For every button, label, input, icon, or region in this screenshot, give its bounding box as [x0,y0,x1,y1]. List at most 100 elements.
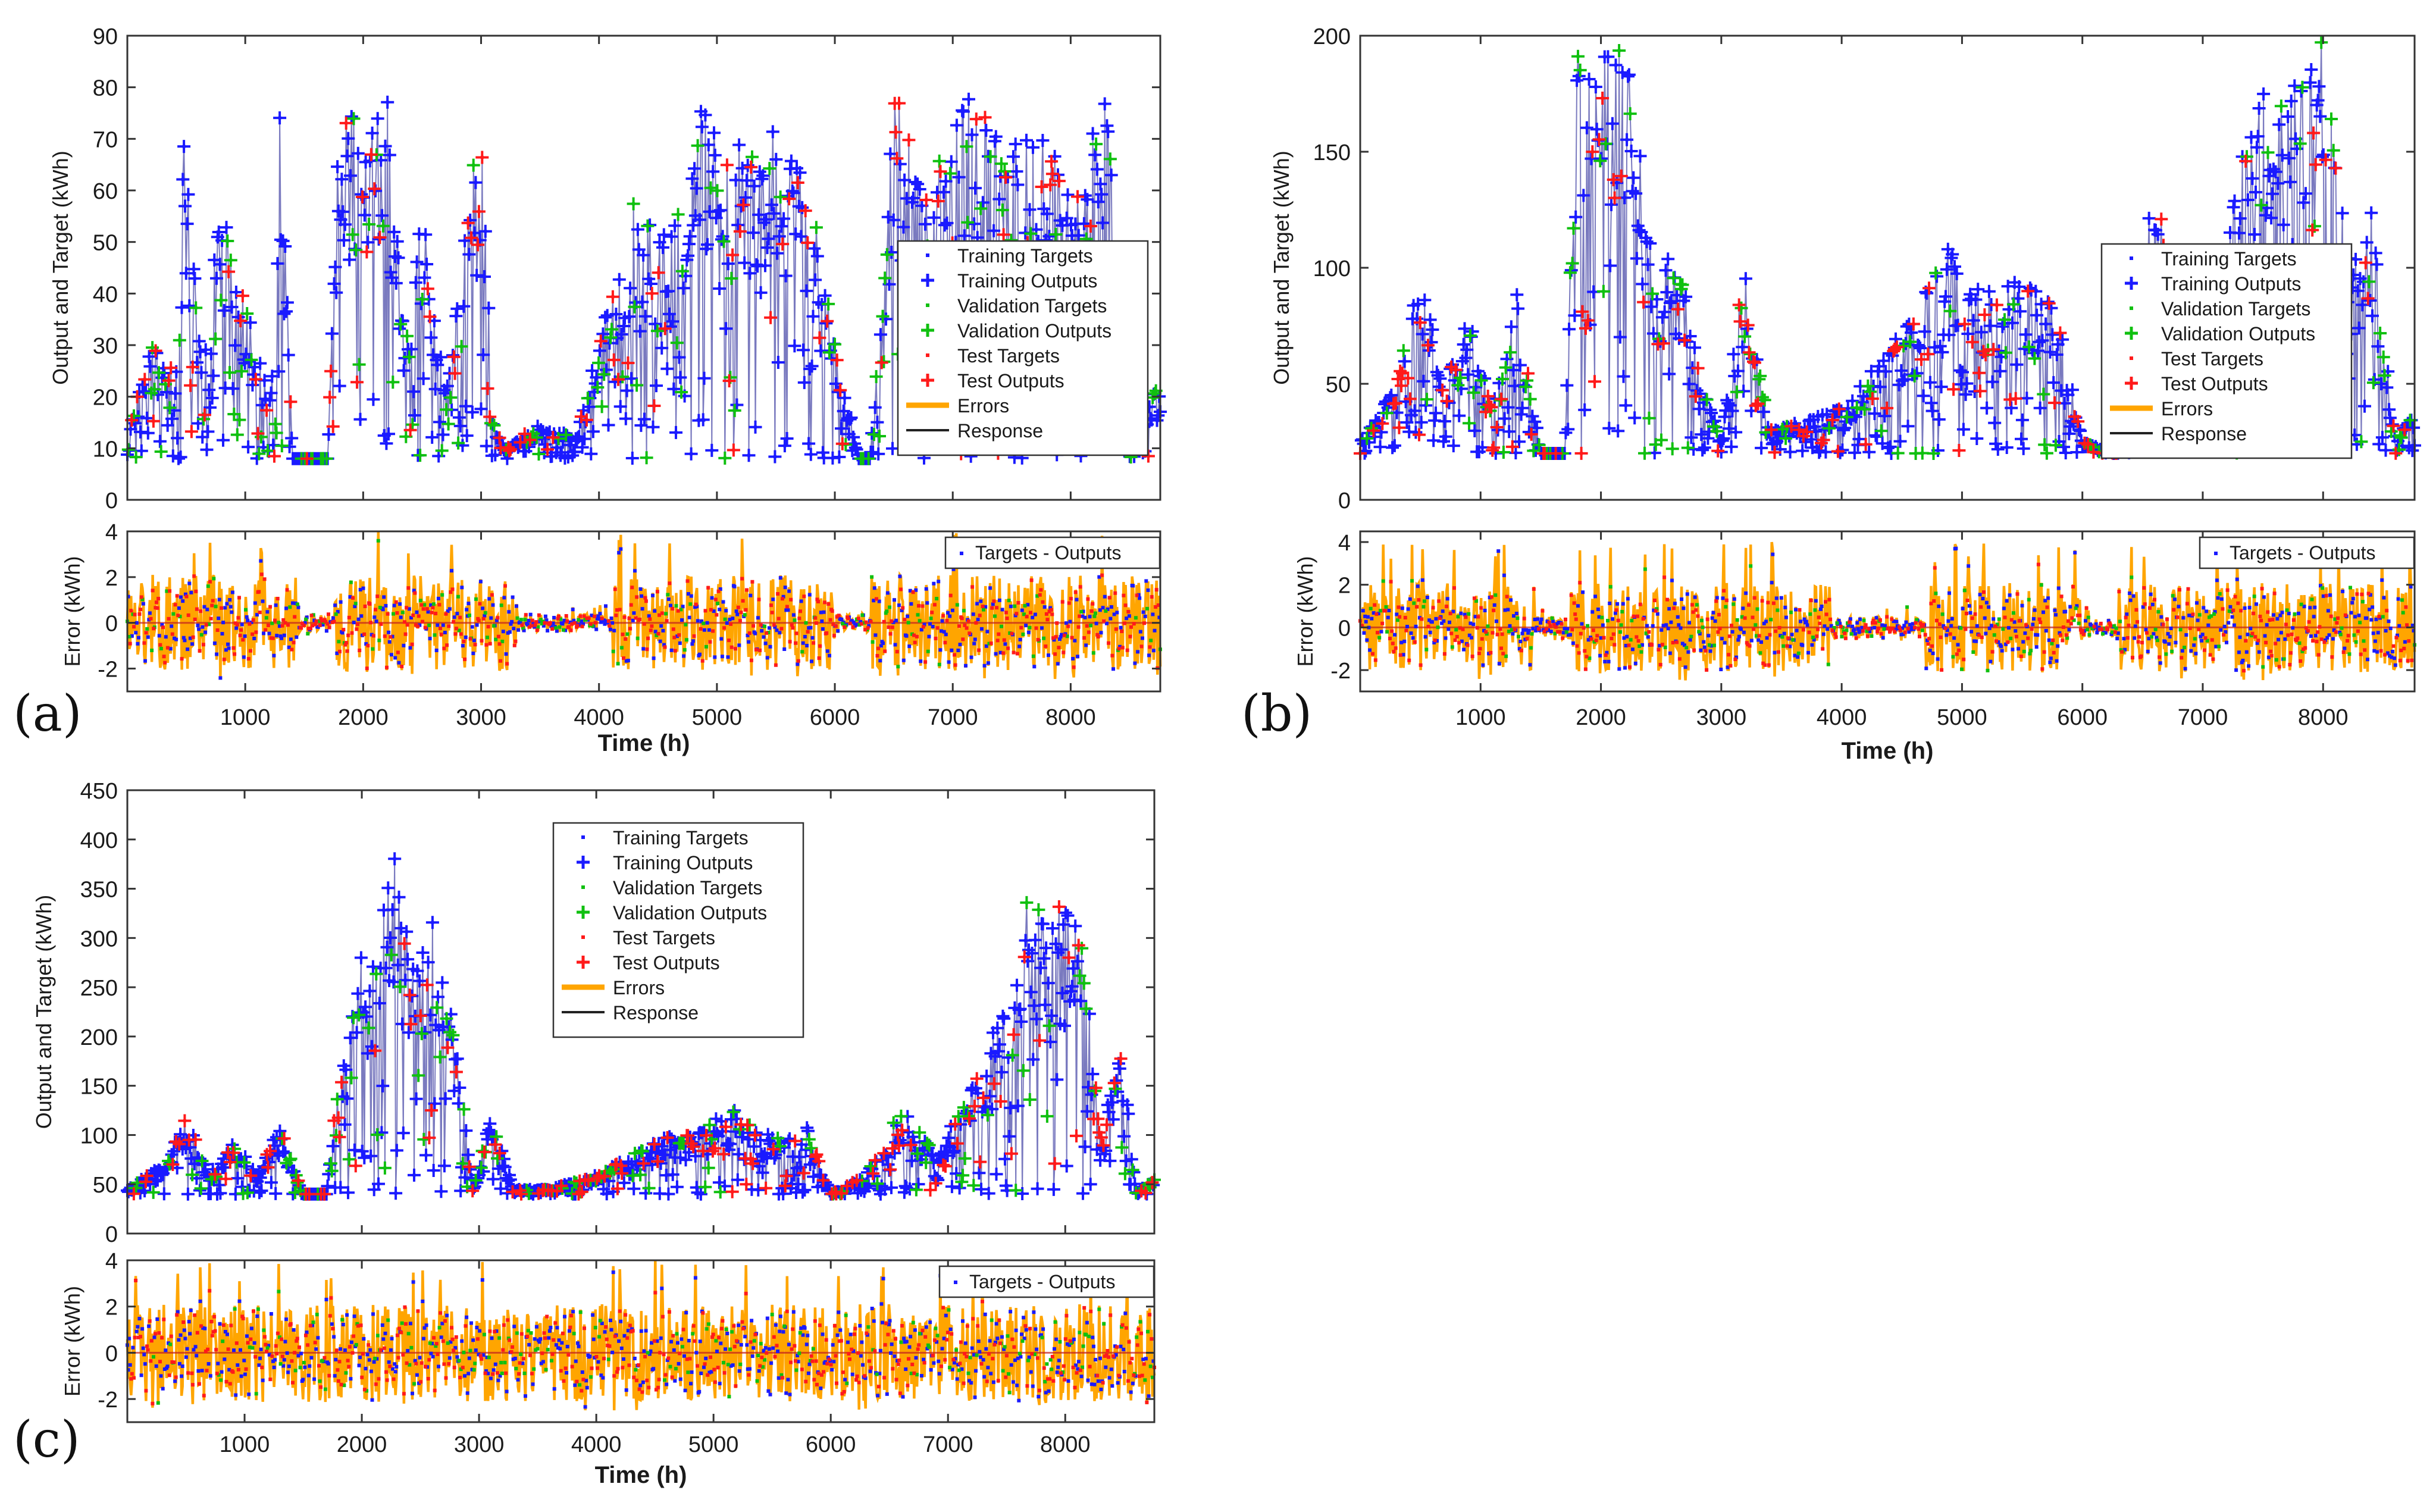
panel-0-error-xtick-label: 7000 [928,705,978,730]
panel-1-response-ytick-label: 200 [1313,24,1351,49]
panel-1-response-ytick-label: 0 [1338,489,1351,514]
panel-2-response-ytick-label: 450 [80,779,118,804]
panel-0-response-ytick-label: 0 [105,489,118,514]
panel-2-error-xtick-label: 7000 [923,1432,973,1457]
panel-0-response-legend-plus-swatch [921,324,934,337]
panel-1-error-legend-box [2199,536,2415,569]
panel-2-response-legend-plus-swatch [577,856,590,869]
panel-2-error-xtick-label: 1000 [220,1432,270,1457]
panel-0-error-legend: Targets - Outputs [944,536,1161,569]
panel-2-response-legend-label: Training Outputs [613,852,753,874]
panel-0-error-legend-dot-swatch [960,552,963,555]
panel-0-response-legend-label: Test Outputs [957,370,1064,392]
panel-1-error-xtick-label: 1000 [1455,705,1506,730]
panel-2-response-ylabel: Output and Target (kWh) [32,895,56,1129]
panel-2-error-xtick-label: 6000 [806,1432,856,1457]
panel-0-response-legend-box [897,240,1149,456]
panel-2-response-legend-box [552,822,804,1038]
panel-0-response-ytick-label: 90 [93,24,118,49]
panel-1-response-ytick-label: 150 [1313,140,1351,165]
panel-0-response-legend-label: Training Targets [957,245,1093,267]
panel-0-response-ytick-label: 60 [93,179,118,204]
panel-2-response-ytick-label: 250 [80,976,118,1001]
panel-2-response-legend-label: Test Targets [613,927,715,948]
panel-1-response-legend-dot-swatch [2130,256,2133,260]
panel-0-response-legend-label: Validation Outputs [957,320,1111,342]
panel-label-a: (a) [13,684,82,743]
panel-1-error-ytick-label: 2 [1338,574,1351,599]
panel-0-error-ylabel: Error (kWh) [60,556,84,667]
panel-1-response-legend-label: Training Outputs [2161,273,2301,295]
panel-2-error-legend-dot-swatch [954,1281,957,1284]
panel-0-response-legend-label: Response [957,420,1043,442]
panel-2-error-ytick-label: 4 [105,1249,118,1274]
panel-2-error-xtick-label: 4000 [571,1432,622,1457]
panel-0-response-ytick-label: 30 [93,334,118,359]
panel-2-response-legend-plus-swatch [577,906,590,919]
panel-1-error-xtick-label: 7000 [2178,705,2228,730]
panel-1-error-xtick-label: 2000 [1576,705,1626,730]
panel-0-response-legend-label: Training Outputs [957,270,1097,292]
panel-2-error-legend-label: Targets - Outputs [969,1271,1115,1292]
panel-0-error-ytick-label: 2 [105,566,118,591]
panel-1-error-xtick-label: 3000 [1696,705,1747,730]
panel-2-error-frame-top [126,1259,1156,1423]
panel-0-response-legend-plus-swatch [921,374,934,387]
panel-1-response-legend-box [2100,243,2353,459]
panel-1-response-legend-plus-swatch [2125,377,2138,390]
panel-0-error-errors-line [126,532,1162,680]
panel-1-error-test-dots [1358,562,2414,673]
panel-0-response-legend-dot-swatch [926,353,929,357]
panel-0-error-ytick-label: 0 [105,612,118,637]
panel-1-error-legend-label: Targets - Outputs [2230,542,2375,564]
panel-2-error-xlabel: Time (h) [595,1462,687,1488]
panel-1-response-legend-dot-swatch [2130,306,2133,310]
panel-0-response-ytick-label: 50 [93,231,118,256]
panel-0-error-xtick-label: 6000 [810,705,860,730]
panel-1-error-ytick-label: -2 [1330,659,1351,684]
panel-2-response-legend-label: Test Outputs [613,952,720,973]
panel-1-error-ytick-label: 0 [1338,616,1351,641]
panel-1-response-ylabel: Output and Target (kWh) [1269,151,1294,385]
panel-0-error-xtick-label: 5000 [692,705,743,730]
panel-2-response-plot: 0 50 100 150 200 250 300 350 400 450 Output and Ta… [32,779,1161,1247]
panel-0-response-ylabel: Output and Target (kWh) [48,151,73,385]
panel-0-error-legend-box [944,536,1161,569]
panel-2-error-legend-box [938,1265,1155,1298]
panel-2-response-ytick-label: 200 [80,1025,118,1050]
panel-0-error-xtick-label: 3000 [456,705,506,730]
panel-0-error-xlabel: Time (h) [598,730,690,756]
panel-2-response-ytick-label: 150 [80,1075,118,1100]
panel-1-error-xtick-label: 5000 [1937,705,1987,730]
panel-1-error-ytick-label: 4 [1338,531,1351,556]
panel-2-error-xtick-label: 8000 [1040,1432,1091,1457]
panel-0-response-legend-plus-swatch [921,274,934,287]
panel-2-error-ylabel: Error (kWh) [60,1286,84,1397]
panel-1-error-training-dots [1361,546,2416,672]
panel-2-response-legend: Training Targets Training Outputs Validati… [552,822,804,1038]
panel-0-error-ytick-label: 4 [105,520,118,545]
panel-1-error-legend: Targets - Outputs [2199,536,2415,569]
panel-2-response-ytick-label: 350 [80,878,118,903]
panel-2-response-ytick-label: 100 [80,1123,118,1148]
panel-0-response-ytick-label: 40 [93,282,118,307]
panel-1-response-legend-label: Training Targets [2161,248,2297,270]
panel-1-response-legend: Training Targets Training Outputs Validati… [2100,243,2353,459]
panel-1-error-ylabel: Error (kWh) [1293,556,1317,667]
panel-2-response-legend-label: Validation Outputs [613,902,767,924]
panel-2-response-legend-label: Validation Targets [613,877,762,899]
panel-2-response-legend-dot-swatch [581,935,585,939]
panel-0-response-legend-label: Validation Targets [957,295,1107,317]
panel-2-response-legend-plus-swatch [577,956,590,969]
panel-2-response-ytick-label: 0 [105,1222,118,1247]
panel-0-response-frame-top [126,35,1161,501]
panel-2-response-legend-label: Errors [613,977,665,998]
panel-2-error-test-dots [129,1279,1156,1405]
panel-1-response-legend-label: Test Outputs [2161,373,2268,395]
panel-1-error-xtick-label: 6000 [2057,705,2108,730]
panel-1-response-ytick-label: 100 [1313,256,1351,281]
panel-0-error-ytick-label: -2 [98,658,118,683]
panel-2-response-ytick-label: 50 [93,1173,118,1198]
panel-2-error-ytick-label: 0 [105,1341,118,1366]
